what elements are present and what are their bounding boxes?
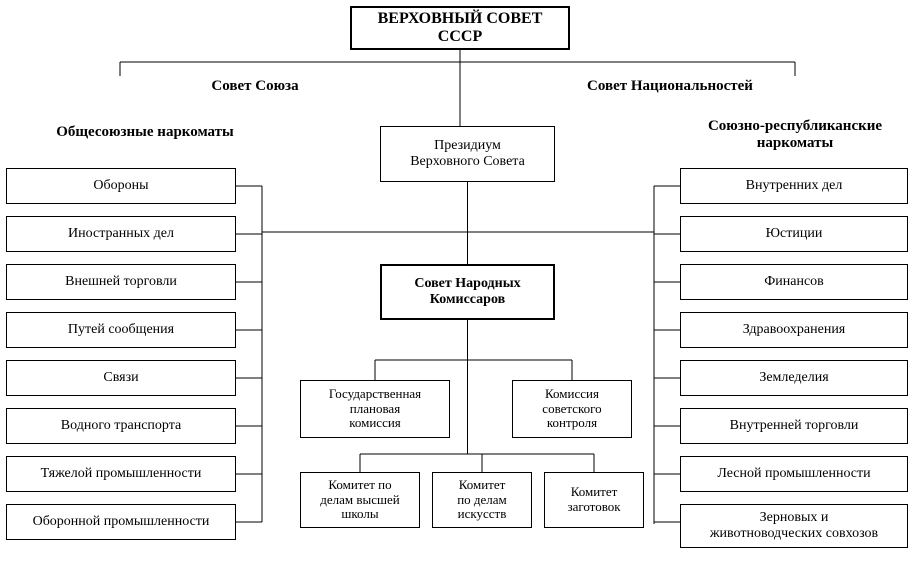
left-item-4: Связи	[6, 360, 236, 396]
commission-row1-1: Комиссиясоветскогоконтроля	[512, 380, 632, 438]
left-item-6: Тяжелой промышленности	[6, 456, 236, 492]
commission-row1-0: Государственнаяплановаякомиссия	[300, 380, 450, 438]
left-item-0: Обороны	[6, 168, 236, 204]
right-item-0: Внутренних дел	[680, 168, 908, 204]
right-item-4: Земледелия	[680, 360, 908, 396]
left-item-2: Внешней торговли	[6, 264, 236, 300]
commission-row2-1: Комитетпо деламискусств	[432, 472, 532, 528]
left-item-3: Путей сообщения	[6, 312, 236, 348]
snk-box: Совет НародныхКомиссаров	[380, 264, 555, 320]
left-heading: Общесоюзные наркоматы	[20, 124, 270, 146]
commission-row2-2: Комитетзаготовок	[544, 472, 644, 528]
left-item-1: Иностранных дел	[6, 216, 236, 252]
presidium-box: ПрезидиумВерховного Совета	[380, 126, 555, 182]
root-supreme-soviet: ВЕРХОВНЫЙ СОВЕТСССР	[350, 6, 570, 50]
left-item-5: Водного транспорта	[6, 408, 236, 444]
council-union-label: Совет Союза	[170, 78, 340, 100]
council-nationalities-label: Совет Национальностей	[540, 78, 800, 100]
right-item-3: Здравоохранения	[680, 312, 908, 348]
left-item-7: Оборонной промышленности	[6, 504, 236, 540]
right-item-1: Юстиции	[680, 216, 908, 252]
right-item-6: Лесной промышленности	[680, 456, 908, 492]
org-chart: { "type": "tree", "background_color": "#…	[0, 0, 913, 565]
right-item-5: Внутренней торговли	[680, 408, 908, 444]
right-item-7: Зерновых иживотноводческих совхозов	[680, 504, 908, 548]
commission-row2-0: Комитет поделам высшейшколы	[300, 472, 420, 528]
right-heading: Союзно-республиканскиенаркоматы	[680, 118, 910, 158]
right-item-2: Финансов	[680, 264, 908, 300]
